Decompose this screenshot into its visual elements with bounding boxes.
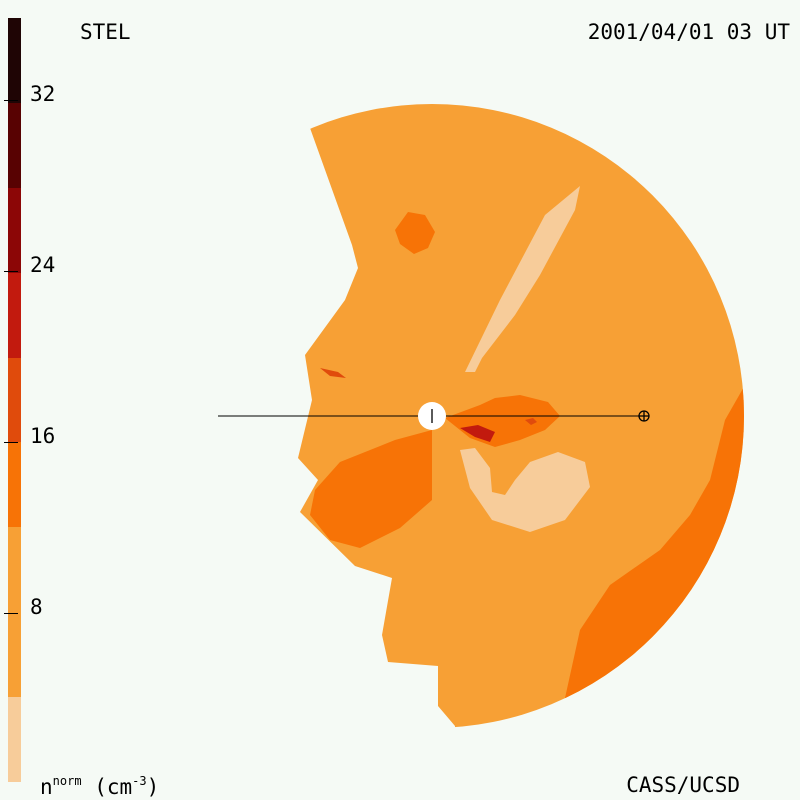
earth-icon	[638, 410, 650, 422]
unit-superscript: norm	[52, 774, 82, 788]
density-patch-top	[395, 212, 435, 254]
colorbar-label-32: 32	[30, 82, 56, 106]
unit-exponent: -3	[132, 774, 147, 788]
colorbar-level-7	[8, 18, 21, 103]
density-light-region	[460, 448, 590, 532]
density-left-lobe	[310, 430, 432, 548]
unit-close: )	[146, 775, 160, 799]
unit-suffix: (cm	[81, 775, 133, 799]
colorbar-tick-16	[4, 442, 18, 443]
colorbar-level-2	[8, 442, 21, 528]
timestamp-label: 2001/04/01 03 UT	[587, 20, 790, 44]
density-disc	[298, 104, 744, 728]
colorbar-level-6	[8, 102, 21, 188]
density-light-streak	[465, 186, 580, 372]
colorbar-level-1	[8, 527, 21, 698]
colorbar-label-8: 8	[30, 595, 43, 619]
colorbar-label-24: 24	[30, 253, 56, 277]
unit-base: n	[40, 775, 53, 799]
colorbar-tick-32	[4, 100, 18, 101]
colorbar-label-16: 16	[30, 424, 56, 448]
colorbar-level-4	[8, 272, 21, 358]
colorbar-level-0	[8, 697, 21, 782]
density-patch-left	[320, 368, 346, 378]
colorbar-tick-8	[4, 613, 18, 614]
unit-label: nnorm (cm-3)	[40, 775, 159, 798]
credit-label: CASS/UCSD	[626, 773, 740, 797]
colorbar-level-5	[8, 187, 21, 273]
observatory-label: STEL	[80, 20, 131, 44]
density-colorbar	[8, 18, 21, 782]
colorbar-tick-24	[4, 271, 18, 272]
colorbar-level-3	[8, 357, 21, 443]
density-patch-core	[460, 425, 495, 442]
density-patch-dot	[525, 418, 537, 425]
